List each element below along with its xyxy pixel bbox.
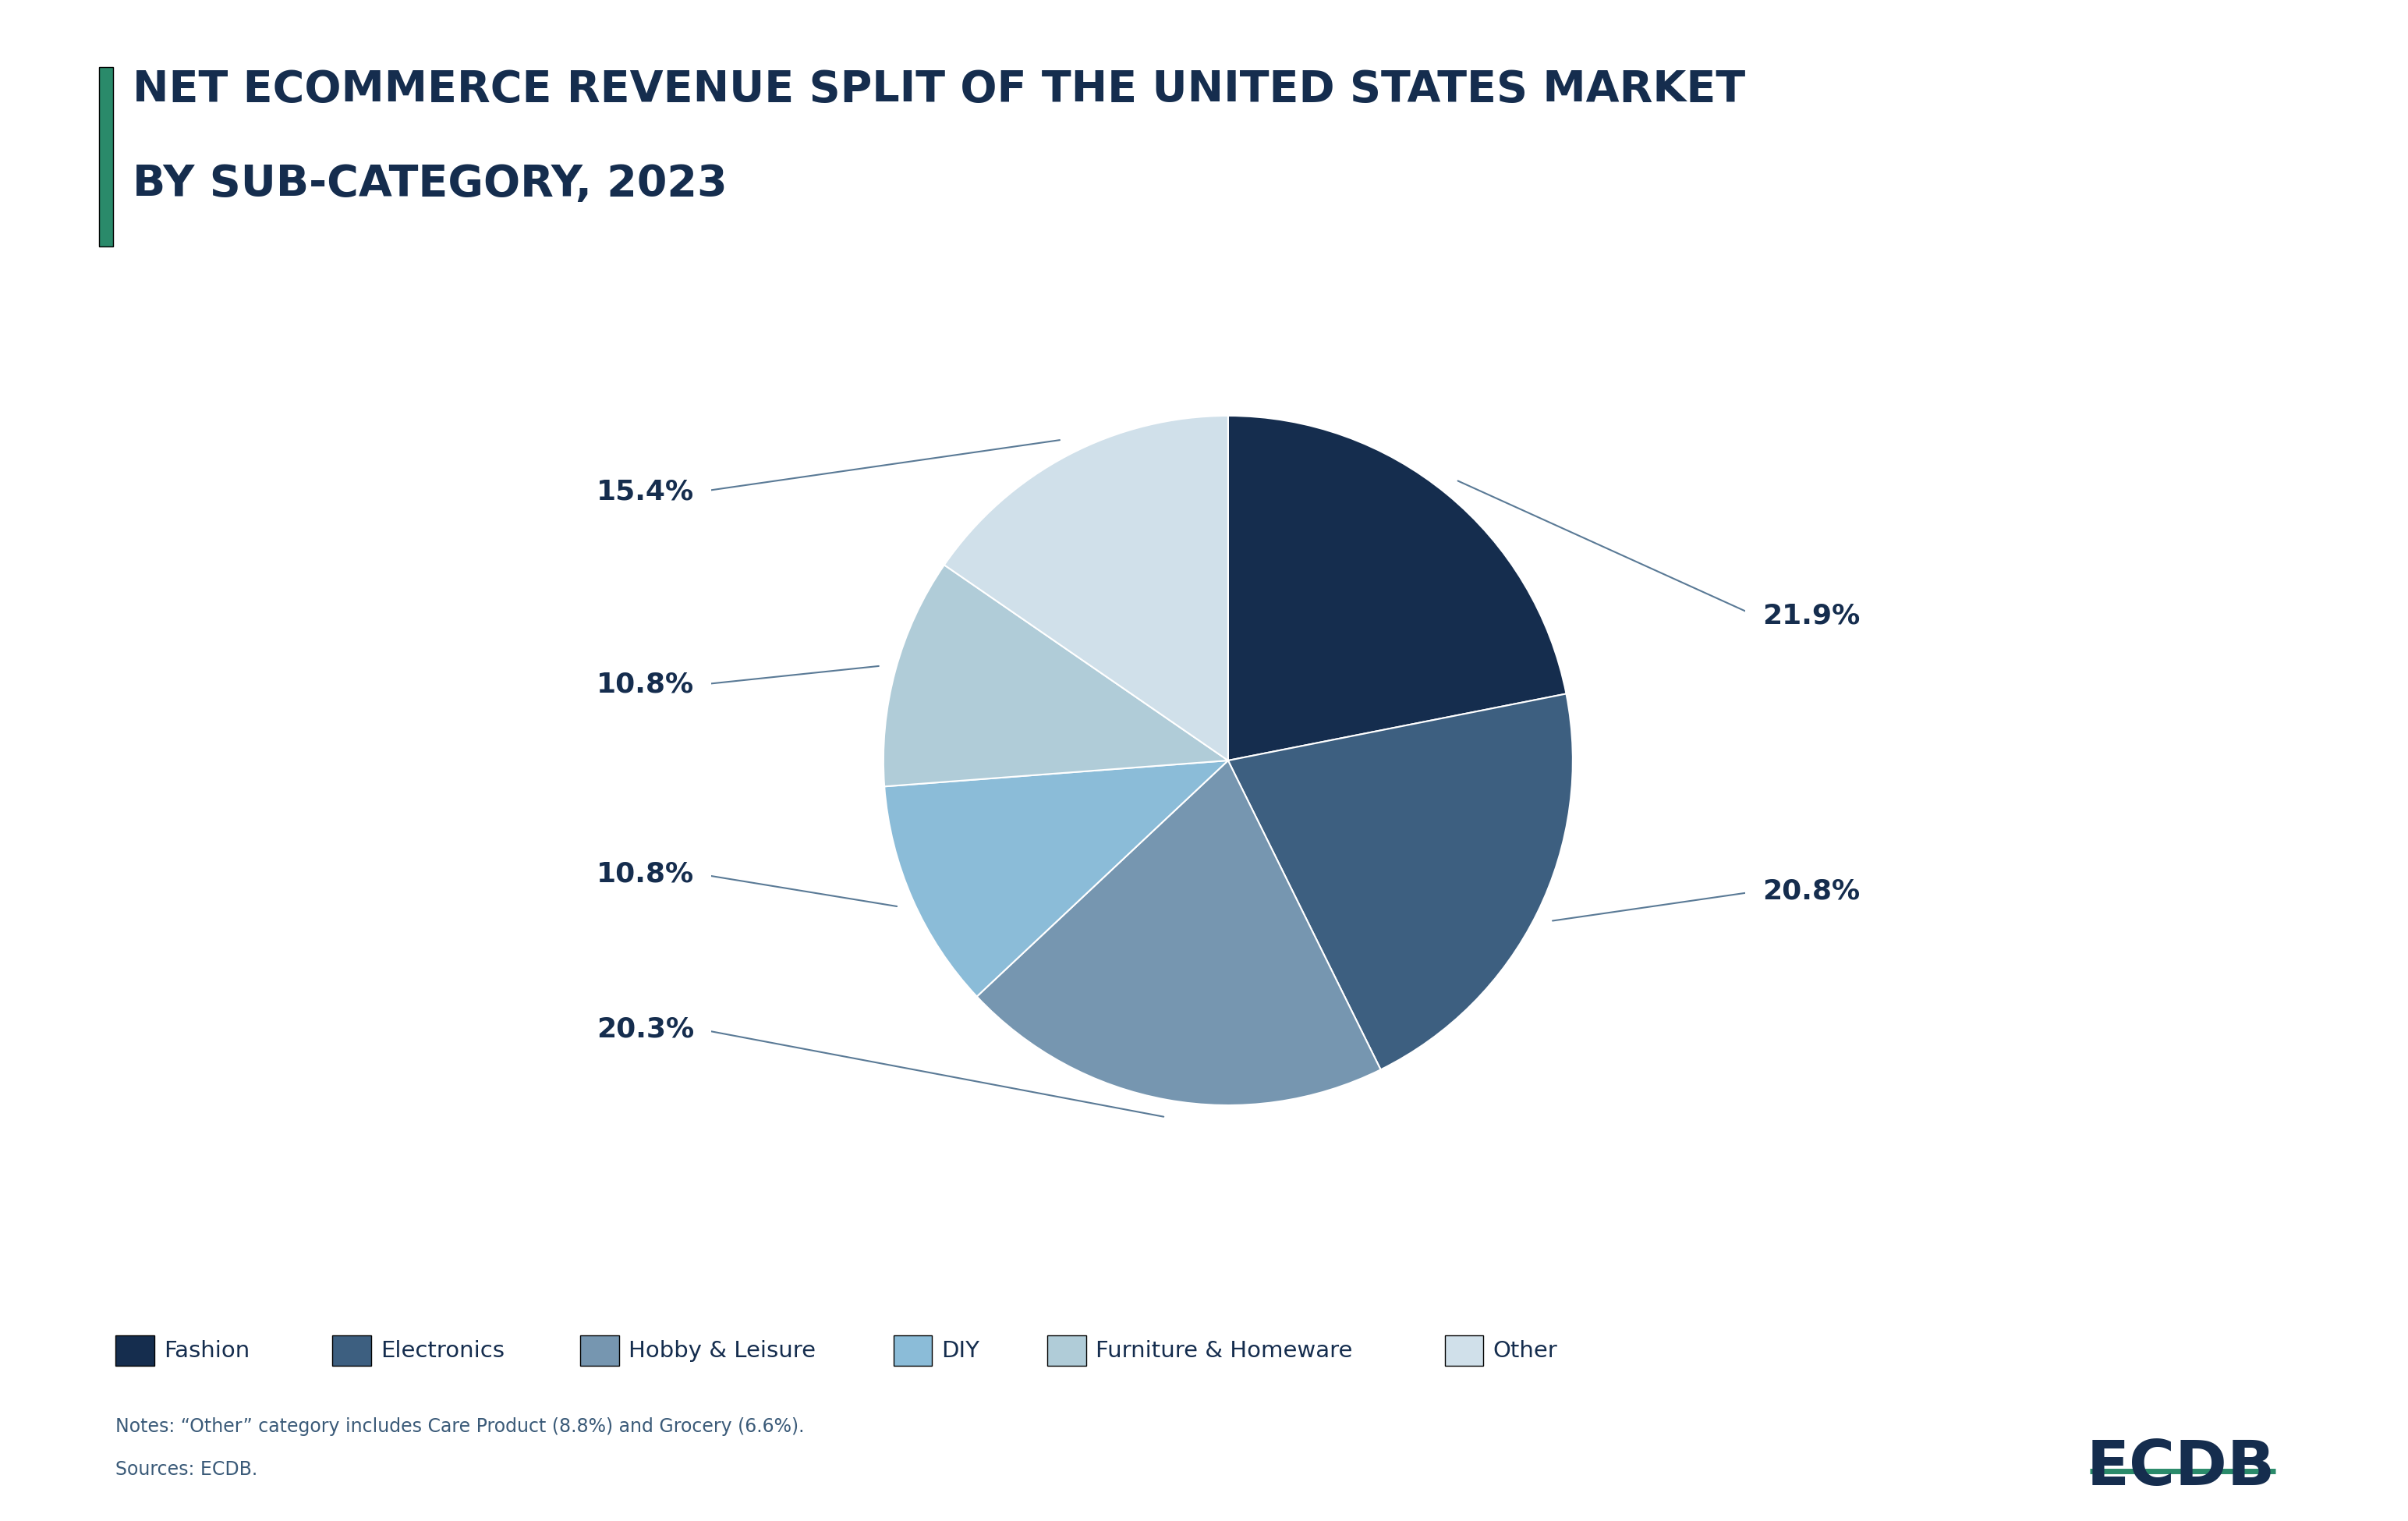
Wedge shape bbox=[978, 760, 1380, 1106]
Text: Hobby & Leisure: Hobby & Leisure bbox=[628, 1340, 816, 1361]
Text: BY SUB-CATEGORY, 2023: BY SUB-CATEGORY, 2023 bbox=[132, 163, 727, 205]
Text: 10.8%: 10.8% bbox=[597, 861, 694, 888]
Text: 20.3%: 20.3% bbox=[597, 1016, 694, 1043]
Wedge shape bbox=[1228, 694, 1572, 1069]
Wedge shape bbox=[884, 760, 1228, 996]
Wedge shape bbox=[884, 564, 1228, 786]
Text: DIY: DIY bbox=[942, 1340, 980, 1361]
Text: ECDB: ECDB bbox=[2088, 1437, 2276, 1498]
Wedge shape bbox=[944, 415, 1228, 760]
Text: NET ECOMMERCE REVENUE SPLIT OF THE UNITED STATES MARKET: NET ECOMMERCE REVENUE SPLIT OF THE UNITE… bbox=[132, 68, 1746, 111]
Text: 10.8%: 10.8% bbox=[597, 671, 694, 698]
Text: Notes: “Other” category includes Care Product (8.8%) and Grocery (6.6%).: Notes: “Other” category includes Care Pr… bbox=[116, 1418, 804, 1436]
Text: Electronics: Electronics bbox=[380, 1340, 503, 1361]
Text: Sources: ECDB.: Sources: ECDB. bbox=[116, 1460, 258, 1478]
Wedge shape bbox=[1228, 415, 1565, 760]
Text: Fashion: Fashion bbox=[164, 1340, 250, 1361]
Text: 15.4%: 15.4% bbox=[597, 478, 694, 505]
Text: 20.8%: 20.8% bbox=[1763, 878, 1859, 905]
Text: 21.9%: 21.9% bbox=[1763, 602, 1859, 630]
Text: Other: Other bbox=[1493, 1340, 1558, 1361]
Text: Furniture & Homeware: Furniture & Homeware bbox=[1096, 1340, 1353, 1361]
